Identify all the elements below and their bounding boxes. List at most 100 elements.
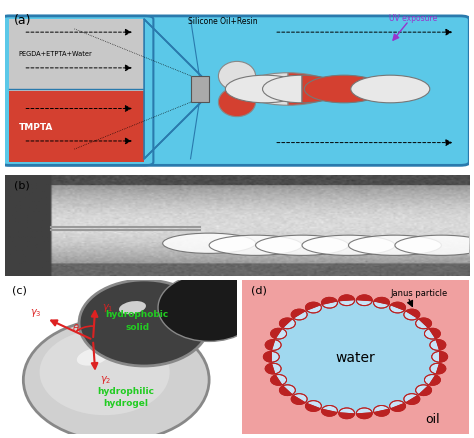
Wedge shape [242,74,288,106]
Text: solid: solid [125,322,149,331]
Ellipse shape [219,88,255,117]
Wedge shape [424,374,436,385]
Wedge shape [265,340,275,350]
Circle shape [395,236,474,256]
Wedge shape [275,329,287,339]
Text: TMPTA: TMPTA [18,123,53,131]
Wedge shape [302,76,341,103]
Wedge shape [374,301,389,308]
Wedge shape [272,364,281,374]
Text: (a): (a) [14,14,32,27]
Wedge shape [406,310,420,318]
Wedge shape [429,375,440,385]
Text: hydrophilic: hydrophilic [97,386,154,395]
Wedge shape [272,340,281,350]
Circle shape [351,76,430,103]
Wedge shape [265,364,275,374]
Wedge shape [271,328,282,339]
Wedge shape [263,76,302,103]
Wedge shape [322,301,337,308]
Ellipse shape [77,348,109,366]
Wedge shape [404,311,418,320]
Bar [9,92,144,163]
Wedge shape [406,396,420,404]
Text: Silicone Oil+Resin: Silicone Oil+Resin [188,17,258,26]
Wedge shape [356,295,372,301]
Wedge shape [293,394,307,403]
Wedge shape [374,409,390,416]
Wedge shape [436,364,446,374]
Circle shape [23,319,209,438]
Wedge shape [291,310,305,318]
Wedge shape [416,319,428,329]
Circle shape [226,76,304,103]
Bar [191,77,209,103]
Wedge shape [293,311,307,320]
Wedge shape [356,413,372,419]
Wedge shape [436,340,446,350]
Text: Janus particle: Janus particle [391,288,448,297]
Ellipse shape [119,301,146,314]
Wedge shape [429,328,440,339]
Wedge shape [271,352,279,362]
Text: PEGDA+ETPTA+Water: PEGDA+ETPTA+Water [18,51,92,57]
Wedge shape [321,298,337,305]
Wedge shape [264,352,271,362]
Wedge shape [339,295,355,301]
Wedge shape [374,406,389,413]
Wedge shape [283,319,295,329]
Wedge shape [283,385,295,395]
Text: UV exposure: UV exposure [390,14,438,23]
Circle shape [304,76,383,103]
Wedge shape [356,300,372,306]
Text: water: water [336,350,375,364]
Text: (c): (c) [12,285,27,295]
Wedge shape [390,305,404,313]
Wedge shape [280,318,292,328]
Wedge shape [305,303,320,311]
Text: (d): (d) [251,285,267,295]
Wedge shape [404,394,418,403]
Text: (b): (b) [14,180,30,190]
Circle shape [158,274,260,342]
Wedge shape [291,396,305,404]
Wedge shape [419,318,431,328]
Circle shape [255,236,348,256]
Wedge shape [430,364,439,374]
Circle shape [348,236,441,256]
Wedge shape [430,340,439,350]
Wedge shape [339,413,355,419]
Circle shape [209,236,302,256]
Text: $\theta$: $\theta$ [72,321,80,333]
Wedge shape [356,408,372,414]
Text: $\gamma_3$: $\gamma_3$ [30,306,42,318]
Text: hydrophobic: hydrophobic [106,310,169,318]
Wedge shape [339,408,355,414]
Circle shape [302,236,395,256]
Wedge shape [424,329,436,339]
Wedge shape [322,406,337,413]
Wedge shape [391,403,406,411]
Circle shape [39,329,170,415]
Text: hydrogel: hydrogel [103,399,148,407]
Text: oil: oil [426,412,440,425]
Wedge shape [419,386,431,396]
Wedge shape [280,386,292,396]
Wedge shape [440,352,447,362]
Wedge shape [390,401,404,409]
Wedge shape [307,305,321,313]
Wedge shape [288,74,335,106]
FancyBboxPatch shape [0,17,469,166]
Text: $\gamma_1$: $\gamma_1$ [102,301,114,314]
Wedge shape [305,403,320,411]
Wedge shape [339,300,355,306]
Ellipse shape [219,62,255,92]
Bar [9,20,144,92]
Wedge shape [271,375,282,385]
Text: $\gamma_2$: $\gamma_2$ [100,374,111,385]
Wedge shape [432,352,440,362]
Wedge shape [307,401,321,409]
Wedge shape [391,303,406,311]
Circle shape [271,300,440,413]
Wedge shape [416,385,428,395]
